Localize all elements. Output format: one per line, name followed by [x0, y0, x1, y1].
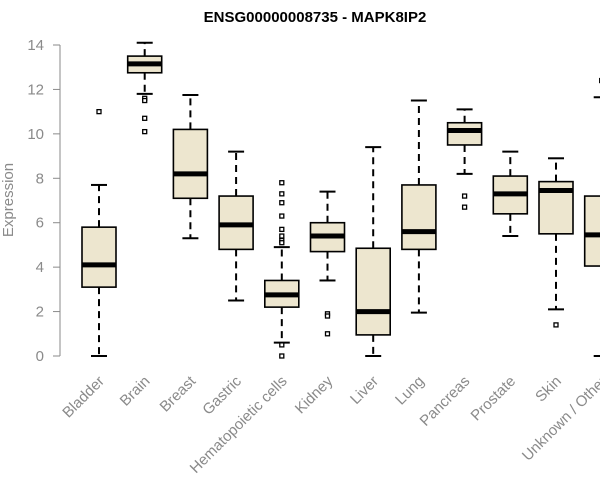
x-tick-label: Skin	[532, 373, 565, 406]
outlier-point	[324, 313, 331, 319]
box-unknown-other	[583, 77, 600, 357]
x-tick-label: Breast	[157, 372, 200, 415]
x-tick-label: Bladder	[59, 373, 108, 422]
outlier-point	[279, 180, 285, 186]
y-tick-label: 4	[36, 259, 44, 276]
outlier-point	[96, 108, 102, 115]
box-kidney	[309, 190, 346, 337]
y-axis-label: Expression	[0, 163, 17, 237]
y-tick-label: 10	[27, 126, 44, 143]
y-tick-label: 0	[36, 348, 44, 365]
iqr-box	[172, 128, 209, 200]
outlier-point	[461, 193, 468, 199]
x-tick-label: Kidney	[292, 372, 337, 417]
y-tick-label: 6	[36, 215, 44, 232]
y-tick-label: 14	[27, 37, 44, 54]
outlier-point	[279, 342, 285, 348]
outlier-point	[279, 191, 285, 197]
box-brain	[126, 41, 163, 135]
y-tick-label: 2	[36, 304, 44, 321]
outlier-point	[279, 240, 285, 246]
outlier-point	[461, 204, 468, 210]
boxes-group	[81, 41, 600, 359]
box-hematopoietic-cells	[263, 180, 300, 359]
iqr-box	[81, 226, 117, 288]
box-prostate	[492, 150, 529, 238]
outlier-point	[279, 353, 285, 359]
iqr-box	[355, 247, 392, 336]
box-liver	[355, 146, 392, 357]
x-tick-label: Pancreas	[417, 373, 474, 430]
iqr-box	[401, 184, 437, 251]
outlier-point	[279, 233, 285, 239]
x-tick-label: Liver	[347, 373, 382, 408]
outlier-point	[142, 97, 148, 104]
y-axis: 0 2 4 6 8 10 12 14	[27, 37, 61, 365]
box-lung	[401, 99, 437, 314]
iqr-box	[446, 121, 483, 146]
box-bladder	[81, 108, 117, 357]
x-tick-label: Lung	[392, 373, 428, 409]
iqr-box	[583, 195, 600, 267]
outlier-point	[142, 128, 148, 135]
x-tick-label: Brain	[117, 373, 154, 410]
x-tick-label: Gastric	[199, 372, 245, 418]
outlier-point	[279, 213, 285, 219]
x-tick-label: Prostate	[468, 373, 520, 425]
outlier-point	[553, 322, 559, 328]
box-breast	[172, 93, 209, 240]
outlier-point	[279, 200, 285, 206]
outlier-point	[142, 115, 148, 121]
outlier-point	[279, 226, 285, 233]
outlier-point	[324, 331, 331, 337]
chart-title: ENSG00000008735 - MAPK8IP2	[204, 9, 427, 26]
box-pancreas	[446, 108, 483, 210]
box-skin	[538, 157, 574, 328]
box-gastric	[218, 150, 254, 302]
y-tick-label: 8	[36, 170, 44, 187]
y-tick-label: 12	[27, 81, 44, 98]
